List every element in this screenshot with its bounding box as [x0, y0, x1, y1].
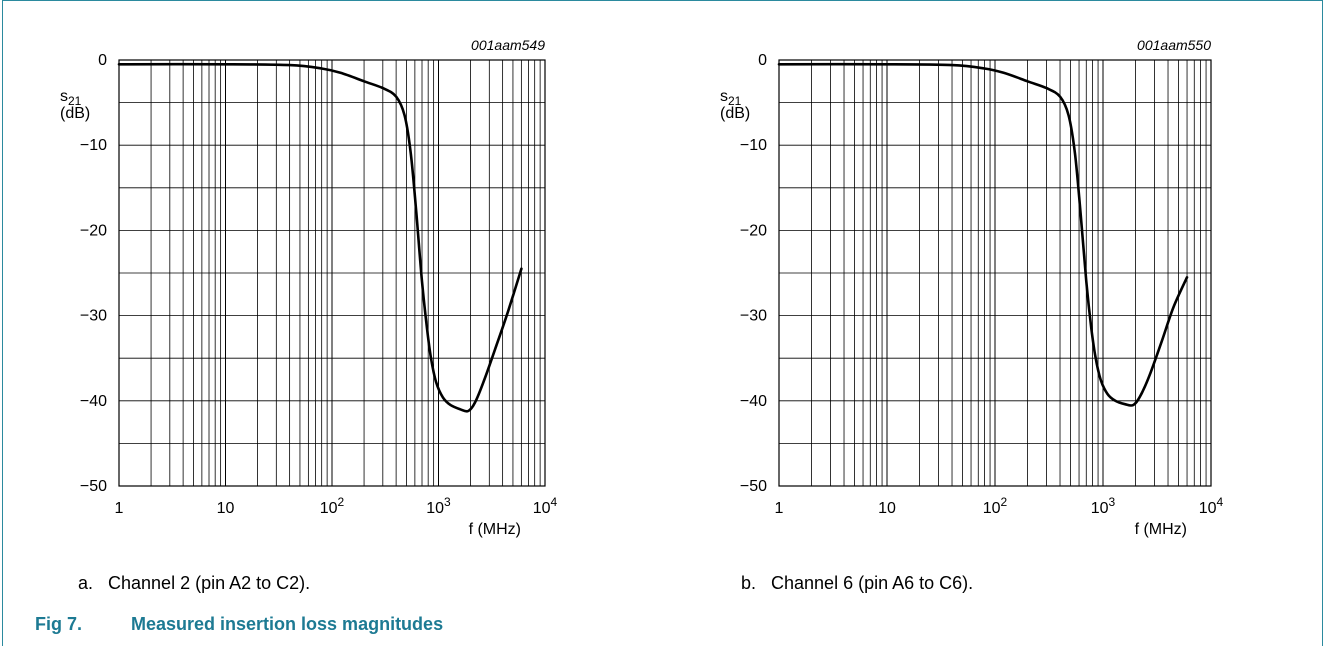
y-tick-label: −30 — [80, 308, 107, 325]
y-axis-unit: (dB) — [720, 105, 750, 122]
series-line-s21 — [777, 62, 1189, 407]
y-tick-label: −40 — [740, 393, 767, 410]
figure-title: Measured insertion loss magnitudes — [131, 614, 444, 634]
y-tick-label: −20 — [740, 222, 767, 239]
panel-a-caption: a. Channel 2 (pin A2 to C2). — [78, 573, 311, 593]
y-tick-label: 0 — [758, 52, 767, 69]
x-tick-label: 102 — [983, 495, 1008, 517]
x-tick-label: 10 — [878, 500, 896, 517]
plot-frame — [118, 59, 546, 487]
y-tick-label: −30 — [740, 308, 767, 325]
x-tick-label: 1 — [775, 500, 784, 517]
y-tick-label: −40 — [80, 393, 107, 410]
figure-number: Fig 7. — [35, 614, 83, 634]
y-axis-label: s21 — [60, 88, 82, 108]
y-tick-label: −20 — [80, 222, 107, 239]
figure-title-block: Fig 7. Measured insertion loss magnitudes — [35, 614, 443, 635]
y-tick-label: −50 — [740, 478, 767, 495]
chart-panel-b: 0 −10 −20 −30 −40 −50 1 10 102 103 104 s21(dB) f (MH… — [720, 37, 1224, 538]
x-axis-label: f (MHz) — [1135, 521, 1187, 538]
x-tick-label: 10 — [217, 500, 235, 517]
y-axis-unit: (dB) — [60, 105, 90, 122]
plot-frame — [778, 59, 1212, 487]
y-tick-label: −10 — [740, 137, 767, 154]
y-axis-label: s21 — [720, 88, 742, 108]
x-tick-label: 104 — [533, 495, 558, 517]
x-tick-label: 103 — [426, 495, 451, 517]
y-tick-label: −50 — [80, 478, 107, 495]
y-tick-label: 0 — [98, 52, 107, 69]
x-tick-label: 104 — [1199, 495, 1224, 517]
x-tick-label: 103 — [1091, 495, 1116, 517]
x-axis-label: f (MHz) — [469, 521, 521, 538]
x-tick-label: 1 — [115, 500, 124, 517]
x-tick-label: 102 — [320, 495, 345, 517]
panel-b-caption: b. Channel 6 (pin A6 to C6). — [741, 573, 974, 593]
series-line-s21 — [117, 62, 523, 413]
chart-panel-a: 0 −10 −20 −30 −40 −50 1 10 102 103 104 s21(dB) f (MH… — [60, 37, 558, 538]
figure-code: 001aam549 — [471, 37, 545, 53]
figure-code: 001aam550 — [1137, 37, 1211, 53]
y-tick-label: −10 — [80, 137, 107, 154]
